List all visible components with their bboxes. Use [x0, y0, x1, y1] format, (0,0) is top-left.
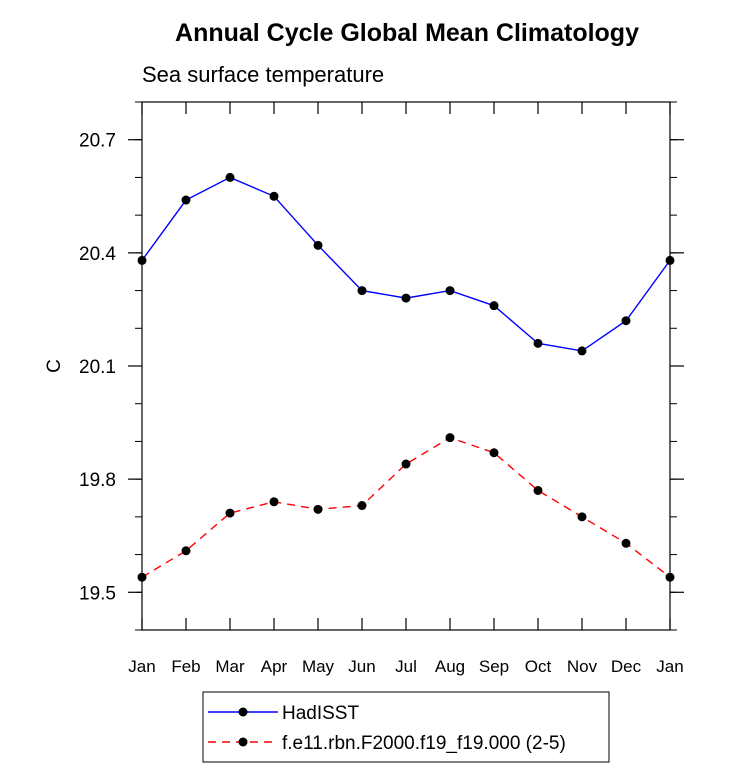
series-layer — [137, 172, 675, 582]
chart-subtitle: Sea surface temperature — [142, 62, 384, 87]
data-point — [357, 501, 367, 511]
data-point — [489, 301, 499, 311]
x-tick-label: Apr — [261, 657, 288, 676]
y-axis-label: C — [44, 359, 65, 373]
y-tick-label: 20.1 — [79, 357, 116, 378]
data-point — [489, 448, 499, 458]
data-point — [577, 512, 587, 522]
series-line-1 — [141, 436, 671, 578]
data-point — [445, 433, 455, 443]
x-tick-label: Oct — [525, 657, 552, 676]
data-point — [533, 485, 543, 495]
data-point — [357, 286, 367, 296]
series-line-0 — [141, 176, 671, 352]
data-point — [313, 240, 323, 250]
legend-label-model: f.e11.rbn.F2000.f19_f19.000 (2-5) — [282, 733, 566, 754]
y-tick-label: 19.5 — [79, 583, 116, 604]
x-tick-labels: Jan Feb Mar Apr May Jun Jul Aug Sep Oct Nov Dec Jan — [128, 657, 683, 676]
x-tick-label: Jan — [128, 657, 155, 676]
legend-marker-1 — [238, 737, 248, 747]
data-point — [621, 538, 631, 548]
x-tick-label: Mar — [215, 657, 245, 676]
data-point — [621, 316, 631, 326]
data-point — [577, 346, 587, 356]
data-point — [181, 546, 191, 556]
data-point — [269, 191, 279, 201]
legend-label-hadisst: HadISST — [282, 703, 359, 724]
legend-box — [202, 691, 610, 763]
data-point — [269, 497, 279, 507]
x-tick-label: Jan — [656, 657, 683, 676]
y-tick-label: 20.4 — [79, 244, 116, 265]
x-tick-label: Jun — [348, 657, 375, 676]
data-point — [401, 459, 411, 469]
data-point — [665, 255, 675, 265]
data-point — [445, 286, 455, 296]
x-tick-label: Jul — [395, 657, 417, 676]
legend: HadISST f.e11.rbn.F2000.f19_f19.000 (2-5… — [202, 691, 610, 763]
y-tick-labels: 19.5 19.8 20.1 20.4 20.7 — [79, 131, 116, 605]
data-point — [665, 572, 675, 582]
data-point — [225, 508, 235, 518]
data-point — [225, 172, 235, 182]
axis-ticks — [128, 101, 684, 631]
data-point — [181, 195, 191, 205]
data-point — [137, 572, 147, 582]
data-point — [313, 504, 323, 514]
chart-title: Annual Cycle Global Mean Climatology — [175, 19, 639, 47]
data-point — [533, 338, 543, 348]
x-tick-label: May — [302, 657, 335, 676]
data-point — [137, 255, 147, 265]
x-tick-label: Aug — [435, 657, 465, 676]
x-tick-label: Feb — [171, 657, 200, 676]
x-tick-label: Sep — [479, 657, 509, 676]
y-tick-label: 20.7 — [79, 131, 116, 152]
x-tick-label: Dec — [611, 657, 642, 676]
data-point — [401, 293, 411, 303]
x-tick-label: Nov — [567, 657, 598, 676]
legend-marker-0 — [238, 707, 248, 717]
y-tick-label: 19.8 — [79, 470, 116, 491]
